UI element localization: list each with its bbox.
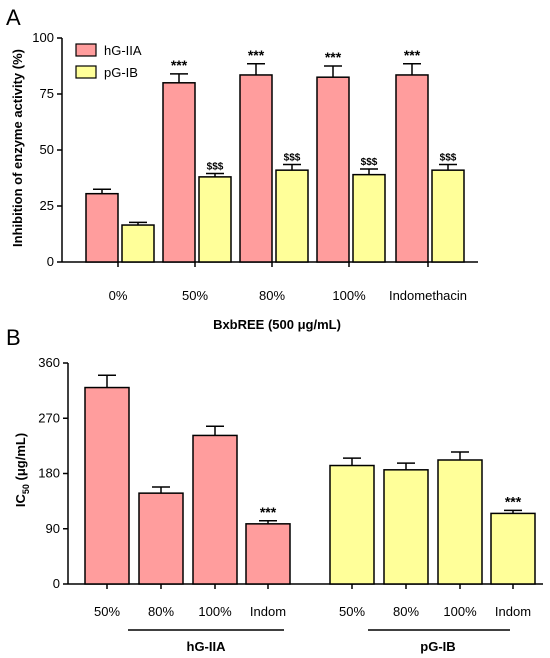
panel-b-x-tick-label: 100%	[443, 604, 477, 619]
panel-b-x-tick-label: 100%	[198, 604, 232, 619]
panel-a-significance-label: ***	[171, 57, 188, 73]
panel-a-hg-iia-bar	[316, 76, 350, 263]
panel-b-hg-iia-bar	[192, 434, 238, 585]
panel-b-x-tick-label: 50%	[94, 604, 120, 619]
panel-a-pg-ib-bar	[431, 169, 465, 263]
panel-b-y-tick-label: 270	[38, 410, 60, 425]
panel-a-x-tick-label: 0%	[109, 288, 128, 303]
panel-b-x-tick-label: 80%	[393, 604, 419, 619]
panel-a-significance-label: $$$	[284, 153, 301, 164]
panel-a-significance-label: ***	[404, 47, 421, 63]
legend-label-pg-ib: pG-IB	[104, 65, 138, 80]
panel-b-y-axis-title-main: IC	[13, 494, 28, 508]
legend-label-hg-iia: hG-IIA	[104, 43, 142, 58]
panel-b-y-axis-title-unit: (μg/mL)	[13, 433, 28, 484]
panel-b-y-axis-title: IC50 (μg/mL)	[13, 433, 31, 507]
panel-a-hg-iia-bar	[85, 192, 119, 263]
panel-b-pg-ib-bar	[383, 469, 429, 585]
panel-a-y-tick-label: 0	[47, 254, 54, 269]
panel-a-y-tick-label: 100	[32, 30, 54, 45]
panel-b-group-label-hg-iia: hG-IIA	[187, 639, 227, 654]
panel-a-pg-ib-bar	[275, 169, 309, 263]
panel-a-y-tick-label: 25	[40, 198, 54, 213]
panel-a-pg-ib-bar	[198, 176, 232, 263]
panel-a-chart: Inhibition of enzyme activity (%) BxbREE…	[10, 30, 478, 332]
panel-b-pg-ib-bar	[490, 512, 536, 585]
panel-a-hg-iia-bar	[162, 82, 196, 263]
panel-a-pg-ib-bar	[121, 224, 155, 263]
panel-b-x-tick-label: 80%	[148, 604, 174, 619]
panel-b-x-tick-label: 50%	[339, 604, 365, 619]
panel-a-hg-iia-bar	[239, 74, 273, 263]
panel-a-letter: A	[6, 5, 21, 30]
panel-b-pg-ib-bar	[329, 464, 375, 585]
panel-b-y-tick-label: 0	[53, 576, 60, 591]
panel-b-group-label-pg-ib: pG-IB	[420, 639, 455, 654]
panel-a-x-tick-label: 80%	[259, 288, 285, 303]
panel-b-letter: B	[6, 325, 21, 350]
legend-swatch-hg-iia	[75, 43, 97, 57]
panel-b-y-tick-label: 180	[38, 466, 60, 481]
panel-a-x-tick-label: 100%	[332, 288, 366, 303]
panel-a-y-tick-label: 75	[40, 86, 54, 101]
panel-a-y-tick-label: 50	[40, 142, 54, 157]
legend-swatch-pg-ib	[75, 65, 97, 79]
panel-a-x-axis-title: BxbREE (500 μg/mL)	[213, 317, 341, 332]
panel-b-x-tick-label: Indom	[250, 604, 286, 619]
panel-b-y-axis-title-sub: 50	[21, 484, 31, 494]
panel-b-hg-iia-bar	[245, 523, 291, 585]
panel-b-y-tick-label: 90	[46, 521, 60, 536]
panel-a-significance-label: ***	[248, 47, 265, 63]
panel-a-pg-ib-bar	[352, 173, 386, 263]
panel-b-hg-iia-bar	[84, 386, 130, 585]
panel-a-hg-iia-bar	[395, 74, 429, 263]
panel-b-significance-label: ***	[505, 493, 522, 509]
panel-b-x-tick-label: Indom	[495, 604, 531, 619]
panel-b-hg-iia-bar	[138, 492, 184, 585]
panel-a-x-tick-label: 50%	[182, 288, 208, 303]
panel-a-significance-label: $$$	[440, 153, 457, 164]
panel-b-y-tick-label: 360	[38, 355, 60, 370]
panel-b-significance-label: ***	[260, 504, 277, 520]
panel-a-significance-label: $$$	[207, 162, 224, 173]
panel-b-pg-ib-bar	[437, 459, 483, 585]
panel-a-x-tick-label: Indomethacin	[389, 288, 467, 303]
panel-a-significance-label: ***	[325, 49, 342, 65]
panel-a-y-axis-title: Inhibition of enzyme activity (%)	[10, 49, 25, 247]
panel-b-chart: IC50 (μg/mL) 0 90 180 270 360 50% 80% 100% *** In…	[13, 355, 543, 654]
panel-a-significance-label: $$$	[361, 157, 378, 168]
